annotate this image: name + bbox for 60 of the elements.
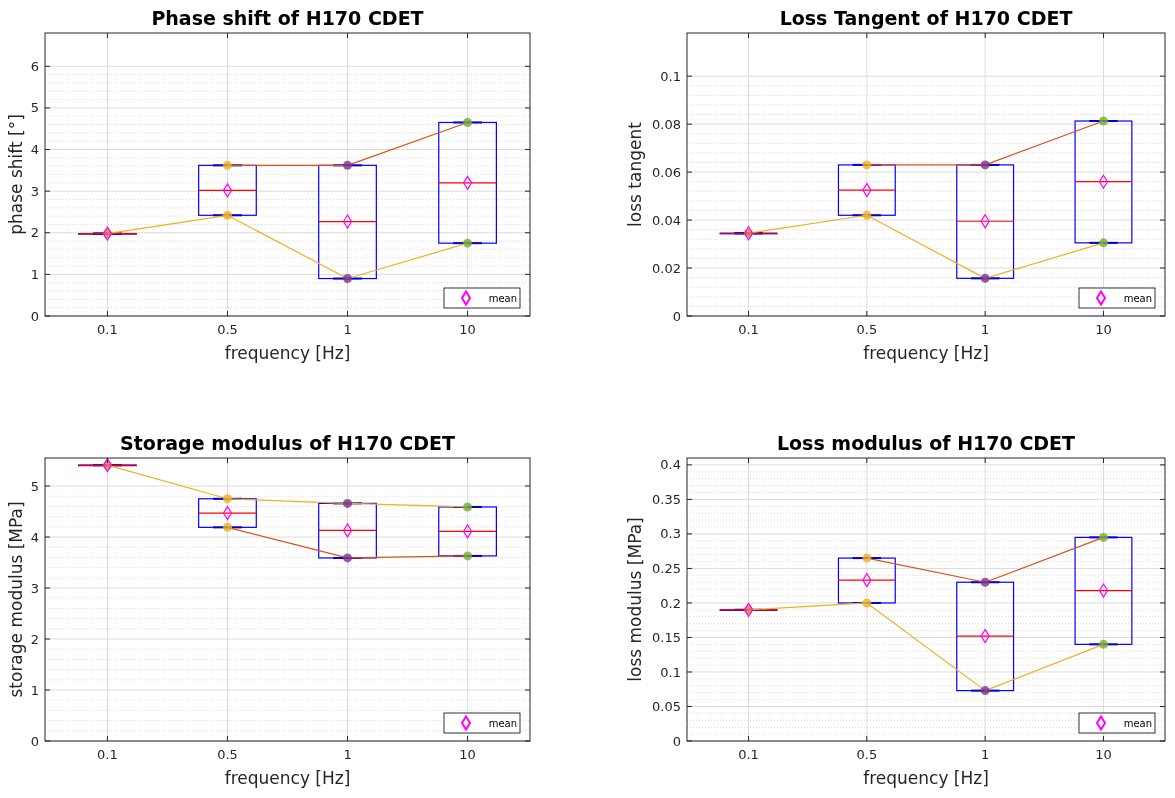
x-tick-label: 0.1: [97, 747, 118, 762]
y-tick-label: 4: [30, 529, 39, 545]
x-tick-label: 1: [343, 322, 352, 337]
legend-label: mean: [488, 718, 517, 729]
y-axis-title: loss modulus [MPa]: [625, 517, 646, 682]
y-tick-label: 0: [30, 733, 39, 749]
x-tick-label: 0.5: [217, 322, 238, 337]
x-tick-label: 1: [981, 322, 990, 337]
y-tick-label: 3: [30, 183, 39, 199]
y-tick-label: 0.02: [652, 260, 681, 276]
x-axis-title: frequency [Hz]: [863, 768, 989, 788]
x-tick-label: 10: [459, 322, 476, 337]
legend-label: mean: [1123, 718, 1152, 729]
y-tick-label: 5: [30, 100, 39, 116]
x-tick-label: 10: [1095, 747, 1112, 762]
y-tick-label: 4: [30, 142, 39, 158]
y-tick-label: 0.2: [660, 595, 681, 611]
x-tick-label: 0.5: [856, 322, 878, 337]
chart-title: Loss Tangent of H170 CDET: [779, 7, 1073, 29]
y-tick-label: 2: [30, 631, 39, 647]
chart-title: Storage modulus of H170 CDET: [120, 432, 455, 454]
y-axis-title: phase shift [°]: [5, 114, 26, 235]
y-tick-label: 1: [30, 266, 39, 282]
y-tick-label: 0: [30, 308, 39, 324]
legend-label: mean: [488, 293, 517, 304]
y-tick-label: 0.08: [652, 116, 681, 132]
legend-label: mean: [1123, 293, 1152, 304]
y-tick-label: 0.15: [652, 630, 681, 646]
y-axis-title: loss tangent: [625, 121, 646, 227]
y-tick-label: 0.35: [652, 491, 681, 507]
y-tick-label: 0.3: [660, 526, 681, 542]
chart-title: Loss modulus of H170 CDET: [776, 432, 1076, 454]
y-tick-label: 0.05: [652, 699, 681, 715]
y-tick-label: 0: [672, 308, 681, 324]
y-tick-label: 0.04: [652, 212, 681, 228]
y-tick-label: 0.4: [660, 457, 681, 473]
y-tick-label: 1: [30, 682, 39, 698]
y-tick-label: 0.06: [652, 164, 681, 180]
x-tick-label: 1: [343, 747, 352, 762]
x-axis-title: frequency [Hz]: [224, 768, 351, 788]
x-tick-label: 0.5: [217, 747, 238, 762]
x-tick-label: 0.1: [97, 322, 118, 337]
y-tick-label: 5: [30, 478, 39, 494]
y-axis-title: storage modulus [MPa]: [5, 501, 26, 698]
y-tick-label: 0.1: [660, 68, 681, 84]
y-tick-label: 0.1: [660, 664, 681, 680]
y-tick-label: 2: [30, 225, 39, 241]
y-tick-label: 6: [30, 58, 39, 74]
x-axis-title: frequency [Hz]: [863, 343, 989, 363]
y-tick-label: 3: [30, 580, 39, 596]
x-tick-label: 0.5: [856, 747, 878, 762]
y-tick-label: 0.25: [652, 560, 681, 576]
x-tick-label: 10: [1095, 322, 1112, 337]
x-tick-label: 10: [459, 747, 476, 762]
x-axis-title: frequency [Hz]: [224, 343, 351, 363]
y-tick-label: 0: [672, 733, 681, 749]
chart-title: Phase shift of H170 CDET: [151, 7, 424, 29]
x-tick-label: 0.1: [738, 322, 759, 337]
x-tick-label: 1: [981, 747, 990, 762]
x-tick-label: 0.1: [738, 747, 759, 762]
